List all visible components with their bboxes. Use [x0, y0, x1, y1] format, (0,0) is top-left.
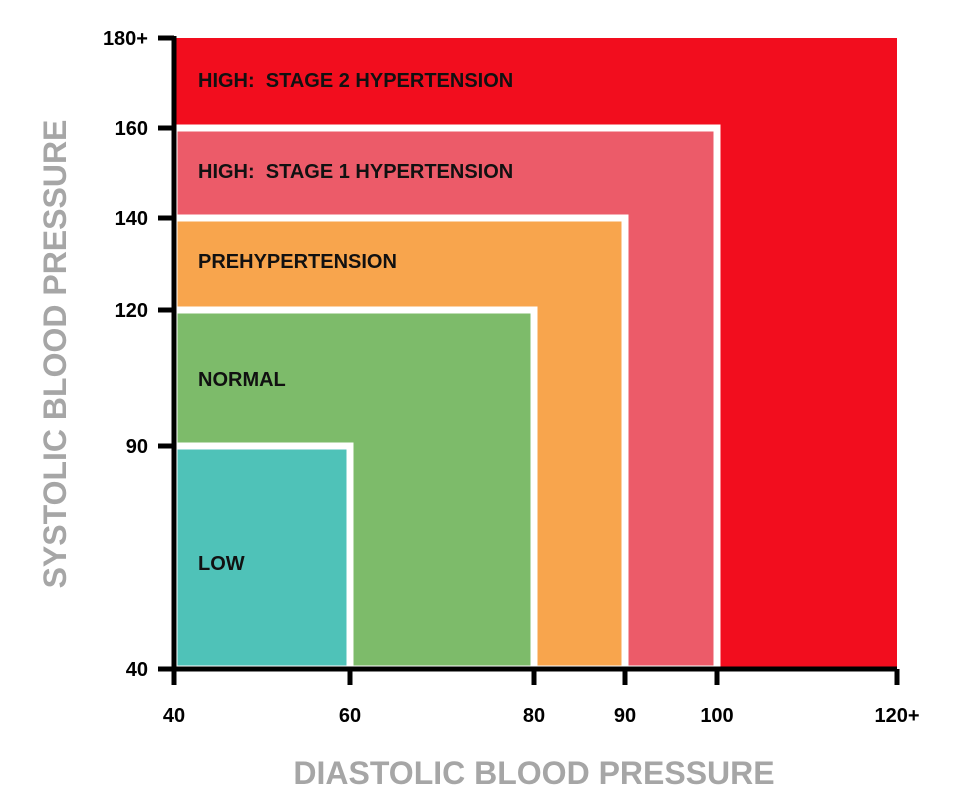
- y-tick-label: 180+: [103, 28, 148, 50]
- zone-label-high-stage-1-hypertension: HIGH: STAGE 1 HYPERTENSION: [198, 161, 513, 183]
- y-tick-label: 120: [115, 300, 148, 322]
- y-axis-title: SYSTOLIC BLOOD PRESSURE: [37, 120, 73, 589]
- x-tick-label: 40: [163, 705, 185, 727]
- zone-label-prehypertension: PREHYPERTENSION: [198, 251, 397, 273]
- axes-layer: 40 90 120 140 160 180+ 40 60 80 90 100 120+: [103, 28, 920, 727]
- zones-layer: [170, 38, 897, 673]
- x-tick-label: 120+: [874, 705, 919, 727]
- zone-label-high-stage-2-hypertension: HIGH: STAGE 2 HYPERTENSION: [198, 70, 513, 92]
- x-tick-label: 100: [700, 705, 733, 727]
- x-axis-title: DIASTOLIC BLOOD PRESSURE: [293, 755, 774, 791]
- zone-label-normal: NORMAL: [198, 369, 286, 391]
- y-tick-label: 160: [115, 118, 148, 140]
- x-tick-label: 60: [339, 705, 361, 727]
- labels-layer: HIGH: STAGE 2 HYPERTENSION HIGH: STAGE 1 …: [198, 70, 513, 575]
- y-tick-label: 140: [115, 208, 148, 230]
- x-tick-label: 90: [614, 705, 636, 727]
- y-tick-label: 40: [126, 659, 148, 681]
- y-tick-label: 90: [126, 436, 148, 458]
- zone-label-low: LOW: [198, 553, 245, 575]
- x-tick-label: 80: [523, 705, 545, 727]
